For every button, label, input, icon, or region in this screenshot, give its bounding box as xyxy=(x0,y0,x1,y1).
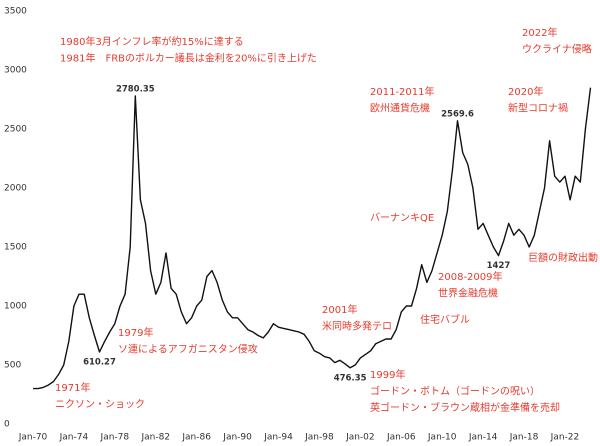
annotation: 英ゴードン・ブラウン蔵相が金準備を売却 xyxy=(370,401,560,414)
y-tick-label: 3500 xyxy=(4,7,27,17)
y-tick-label: 2000 xyxy=(4,184,27,194)
annotation: ニクソン・ショック xyxy=(55,399,145,411)
x-tick-label: Jan-74 xyxy=(59,433,89,443)
x-tick-label: Jan-18 xyxy=(509,433,539,443)
x-tick-label: Jan-78 xyxy=(100,433,130,443)
annotation: 2020年 xyxy=(508,85,543,98)
annotation: ゴードン・ボトム（ゴードンの呪い） xyxy=(370,385,540,398)
x-tick-label: Jan-86 xyxy=(181,433,211,443)
value-label: 610.27 xyxy=(83,357,116,367)
y-tick-label: 2500 xyxy=(4,125,27,135)
annotation: 米同時多発テロ xyxy=(322,320,392,333)
x-tick-label: Jan-90 xyxy=(222,433,252,443)
y-tick-label: 1500 xyxy=(4,243,27,253)
annotation: 2008-2009年 xyxy=(438,270,503,283)
x-tick-label: Jan-82 xyxy=(140,433,170,443)
annotation: バーナンキQE xyxy=(370,212,434,224)
value-label: 476.35 xyxy=(334,373,367,383)
value-label: 2780.35 xyxy=(116,84,155,94)
x-tick-label: Jan-22 xyxy=(550,433,580,443)
x-tick-label: Jan-14 xyxy=(468,433,498,443)
annotation: 2001年 xyxy=(322,303,357,316)
x-tick-label: Jan-94 xyxy=(263,433,293,443)
annotation: 新型コロナ禍 xyxy=(508,102,568,115)
annotation: 1971年 xyxy=(55,381,90,394)
x-tick-label: Jan-10 xyxy=(427,433,457,443)
y-tick-label: 1000 xyxy=(4,302,27,312)
value-label: 1427 xyxy=(487,261,511,271)
annotation: 欧州通貨危機 xyxy=(370,102,430,115)
annotation: 住宅バブル xyxy=(420,313,470,326)
value-label: 2569.6 xyxy=(441,109,474,119)
annotation: ソ連によるアフガニスタン侵攻 xyxy=(118,343,258,356)
annotation: ウクライナ侵略 xyxy=(522,43,592,56)
annotation: 1981年 FRBのボルカー議長は金利を20%に引き上げた xyxy=(60,52,317,65)
y-tick-label: 500 xyxy=(4,361,21,371)
annotation: 2011-2011年 xyxy=(370,85,435,98)
annotation: 世界金融危機 xyxy=(438,287,498,300)
x-tick-label: Jan-06 xyxy=(386,433,416,443)
annotation: 1999年 xyxy=(370,368,405,381)
y-tick-label: 3000 xyxy=(4,66,27,76)
annotation: 1979年 xyxy=(118,326,153,339)
x-tick-label: Jan-70 xyxy=(18,433,48,443)
y-tick-label: 0 xyxy=(4,420,10,430)
price-line xyxy=(33,87,592,390)
annotation: 1980年3月インフレ率が約15%に達する xyxy=(60,35,244,48)
x-tick-label: Jan-02 xyxy=(345,433,375,443)
annotation: 2022年 xyxy=(522,26,557,39)
x-tick-label: Jan-98 xyxy=(304,433,334,443)
annotation: 巨額の財政出動 xyxy=(528,251,598,264)
